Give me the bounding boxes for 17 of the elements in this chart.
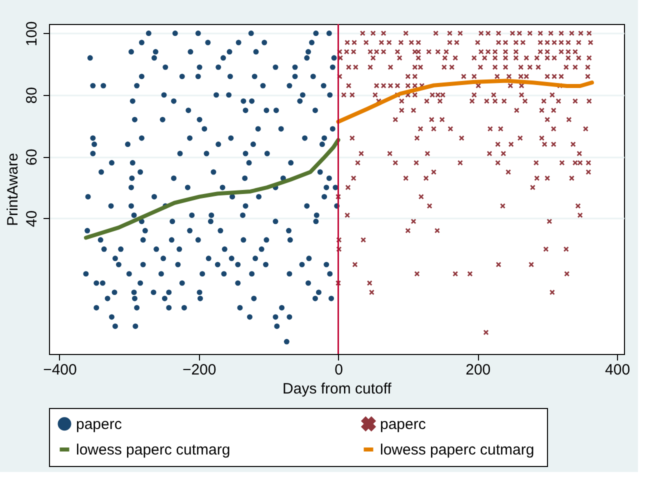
- legend-label: lowess paperc cutmarg: [380, 442, 534, 458]
- y-axis-title: PrintAware: [4, 152, 22, 226]
- x-tick-label: −200: [182, 362, 216, 378]
- x-tick-label: −400: [43, 362, 77, 378]
- y-tick-label: 80: [24, 87, 40, 104]
- legend-label: paperc: [76, 416, 122, 433]
- x-tick-label: 0: [334, 362, 343, 378]
- line-series: [84, 138, 340, 240]
- legend-label: lowess paperc cutmarg: [76, 442, 230, 458]
- y-tick-label: 100: [24, 21, 40, 46]
- legend-label: paperc: [380, 416, 426, 433]
- y-tick-label: 40: [24, 210, 40, 228]
- x-axis-title: Days from cutoff: [282, 380, 392, 398]
- x-tick-label: 200: [466, 362, 491, 378]
- line-series: [336, 78, 594, 124]
- y-tick-label: 60: [24, 148, 40, 166]
- x-tick-label: 400: [605, 362, 630, 378]
